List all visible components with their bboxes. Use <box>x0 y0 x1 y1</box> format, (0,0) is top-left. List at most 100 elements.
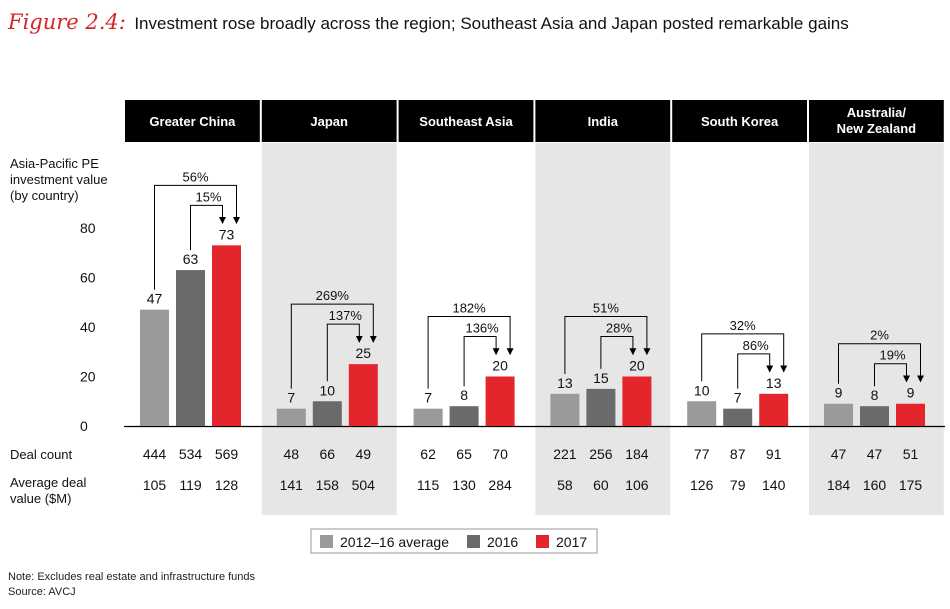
bar-value-label: 9 <box>907 385 915 401</box>
bar-value-label: 73 <box>219 226 235 242</box>
legend-label: 2012–16 average <box>340 534 449 550</box>
deal-count-value: 51 <box>903 446 919 462</box>
y-tick-label: 60 <box>80 270 96 286</box>
row-label-deal-count: Deal count <box>10 447 73 462</box>
avg-deal-value: 119 <box>179 477 202 493</box>
bar <box>140 309 169 426</box>
group-panel-bg <box>261 143 397 515</box>
bar-value-label: 7 <box>424 390 432 406</box>
avg-deal-value: 184 <box>827 477 851 493</box>
deal-count-value: 534 <box>179 446 203 462</box>
y-tick-label: 20 <box>80 369 96 385</box>
bar <box>449 406 479 426</box>
avg-deal-value: 105 <box>143 477 167 493</box>
growth-bracket-total <box>290 303 377 389</box>
deal-count-value: 49 <box>356 446 372 462</box>
deal-count-value: 66 <box>320 446 336 462</box>
y-tick-label: 40 <box>80 319 96 335</box>
growth-pct-yoy: 28% <box>606 321 632 336</box>
y-axis-label: (by country) <box>10 188 79 203</box>
deal-count-value: 91 <box>766 446 782 462</box>
group-header <box>535 100 671 142</box>
growth-bracket-yoy <box>600 336 637 369</box>
bar <box>212 245 241 426</box>
group-header-label: New Zealand <box>837 121 917 136</box>
bar-value-label: 7 <box>287 390 295 406</box>
group-panel-bg <box>809 143 944 515</box>
avg-deal-value: 141 <box>280 477 304 493</box>
bar <box>723 408 753 426</box>
bar <box>586 388 616 426</box>
avg-deal-value: 504 <box>352 477 376 493</box>
legend-box <box>310 528 598 554</box>
group-header <box>261 100 397 142</box>
group-header-label: Greater China <box>149 114 236 129</box>
deal-count-value: 65 <box>456 446 472 462</box>
deal-count-value: 184 <box>625 446 649 462</box>
bar <box>276 408 306 426</box>
legend-label: 2017 <box>556 534 587 550</box>
deal-count-value: 87 <box>730 446 746 462</box>
avg-deal-value: 160 <box>863 477 887 493</box>
avg-deal-value: 60 <box>593 477 609 493</box>
deal-count-value: 47 <box>867 446 883 462</box>
bar <box>312 401 342 426</box>
growth-pct-total: 269% <box>316 288 350 303</box>
bar-value-label: 25 <box>356 345 372 361</box>
bar-value-label: 10 <box>694 382 710 398</box>
growth-bracket-total <box>564 316 651 374</box>
bar <box>176 270 205 426</box>
group-header-label: South Korea <box>701 114 779 129</box>
growth-bracket-yoy <box>190 204 226 251</box>
deal-count-value: 256 <box>589 446 613 462</box>
bar <box>860 406 889 426</box>
bar-value-label: 9 <box>835 385 843 401</box>
deal-count-value: 77 <box>694 446 710 462</box>
bar-value-label: 20 <box>492 358 508 374</box>
bar <box>485 376 515 426</box>
growth-pct-total: 32% <box>730 318 756 333</box>
bar-value-label: 8 <box>871 387 879 403</box>
group-header <box>125 100 260 142</box>
avg-deal-value: 106 <box>625 477 649 493</box>
figure-title: Figure 2.4: Investment rose broadly acro… <box>8 10 849 34</box>
growth-bracket-total <box>427 316 514 389</box>
avg-deal-value: 284 <box>488 477 512 493</box>
source-note: Source: AVCJ <box>8 586 76 598</box>
legend-swatch <box>536 535 549 548</box>
bar-value-label: 10 <box>320 382 336 398</box>
bar-value-label: 8 <box>460 387 468 403</box>
group-header-label: India <box>588 114 619 129</box>
growth-bracket-yoy <box>874 363 910 387</box>
y-axis-label: Asia-Pacific PE <box>10 156 99 171</box>
avg-deal-value: 115 <box>417 477 440 493</box>
group-header-label: Japan <box>310 114 348 129</box>
growth-bracket-total <box>701 333 788 382</box>
bar-value-label: 47 <box>147 291 163 307</box>
growth-pct-yoy: 136% <box>465 321 499 336</box>
growth-pct-yoy: 137% <box>329 308 363 323</box>
footnote: Note: Excludes real estate and infrastru… <box>8 571 256 583</box>
avg-deal-value: 175 <box>899 477 923 493</box>
growth-pct-total: 2% <box>870 328 889 343</box>
bar <box>824 403 853 426</box>
bar <box>413 408 443 426</box>
avg-deal-value: 126 <box>690 477 714 493</box>
bar <box>622 376 652 426</box>
figure-title-text: Investment rose broadly across the regio… <box>134 14 849 33</box>
row-label-avg-deal-value: Average deal <box>10 475 86 490</box>
deal-count-value: 48 <box>284 446 300 462</box>
group-header <box>398 100 534 142</box>
group-header-label: Southeast Asia <box>419 114 513 129</box>
bar <box>687 401 717 426</box>
growth-bracket-total <box>838 343 924 384</box>
group-header <box>672 100 807 142</box>
avg-deal-value: 158 <box>316 477 340 493</box>
bar-value-label: 15 <box>593 370 609 386</box>
y-tick-label: 80 <box>80 220 96 236</box>
group-header <box>809 100 944 142</box>
bar-value-label: 63 <box>183 251 199 267</box>
bar <box>550 393 580 426</box>
growth-pct-yoy: 19% <box>879 348 905 363</box>
